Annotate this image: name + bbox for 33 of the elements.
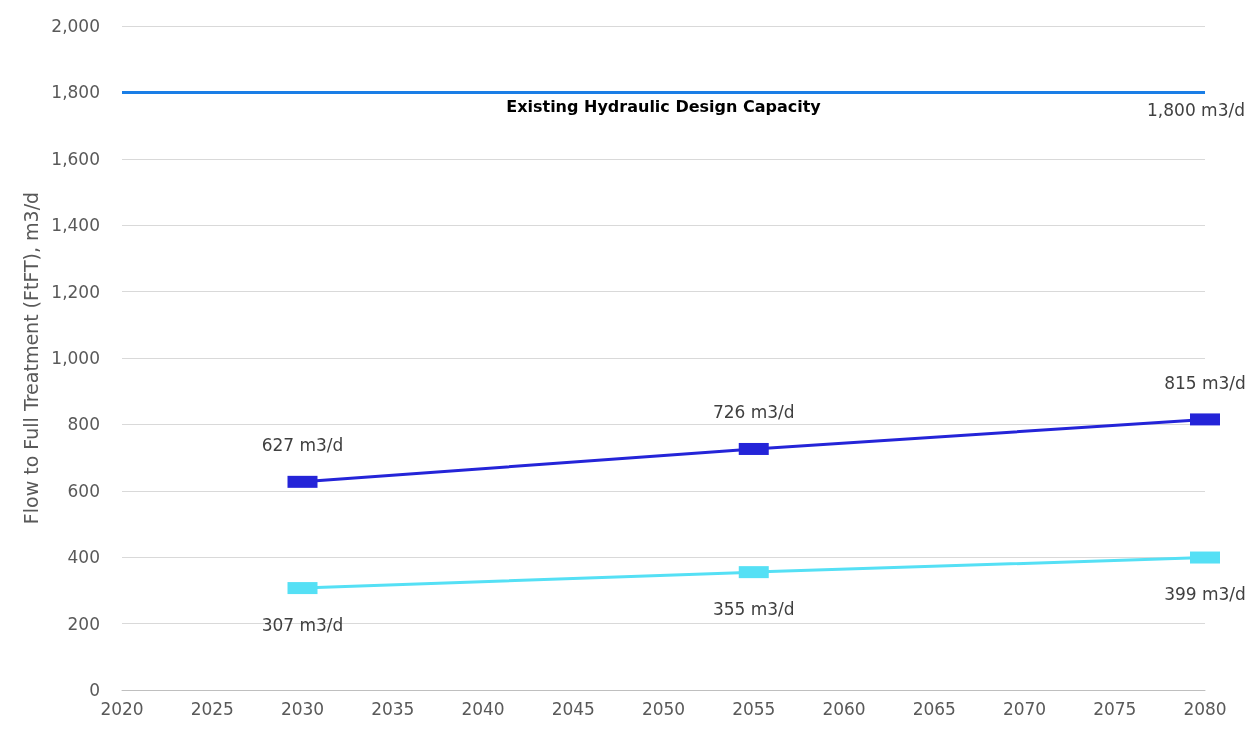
y-tick-label: 800	[67, 414, 100, 435]
y-tick-label: 1,000	[51, 348, 100, 368]
data-label: 815 m3/d	[1164, 372, 1246, 393]
x-tick-label: 2055	[732, 698, 776, 719]
y-tick-label: 2,000	[51, 16, 100, 36]
ref-line-label: Existing Hydraulic Design Capacity	[506, 96, 822, 116]
data-label: 627 m3/d	[261, 435, 344, 456]
x-tick-label: 2045	[551, 698, 595, 719]
x-tick-label: 2075	[1093, 698, 1137, 719]
data-label: 355 m3/d	[712, 598, 795, 619]
x-tick-label: 2070	[1002, 698, 1047, 719]
annotation: 1,800 m3/d	[1147, 100, 1245, 121]
x-tick-label: 2065	[912, 698, 956, 719]
y-tick-label: 200	[67, 613, 100, 634]
y-tick-label: 600	[67, 480, 100, 501]
x-tick-label: 2040	[461, 698, 505, 719]
y-tick-label: 400	[67, 547, 100, 568]
y-tick-label: 0	[89, 680, 100, 700]
data-label: 307 m3/d	[261, 614, 344, 635]
y-tick-label: 1,800	[51, 82, 100, 103]
x-tick-label: 2035	[371, 698, 415, 719]
y-axis-title: Flow to Full Treatment (FtFT), m3/d	[19, 191, 42, 525]
x-tick-label: 2025	[190, 698, 234, 719]
y-tick-label: 1,600	[51, 148, 100, 169]
x-tick-label: 2030	[280, 698, 325, 719]
x-tick-label: 2020	[100, 698, 144, 719]
x-tick-label: 2050	[641, 698, 686, 719]
y-tick-label: 1,400	[51, 215, 100, 236]
data-label: 399 m3/d	[1164, 584, 1246, 605]
data-label: 726 m3/d	[712, 402, 795, 423]
x-tick-label: 2060	[822, 698, 866, 719]
x-tick-label: 2080	[1183, 698, 1227, 719]
y-tick-label: 1,200	[51, 281, 100, 302]
